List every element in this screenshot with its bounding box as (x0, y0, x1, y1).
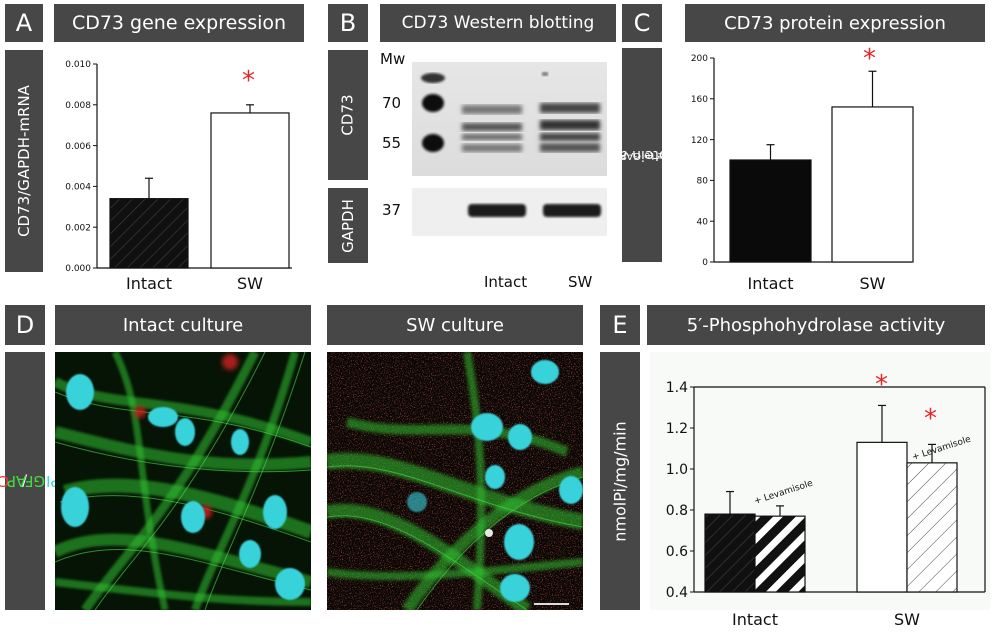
chart-c-x-label: Intact (747, 274, 793, 293)
mw-55: 55 (382, 134, 402, 152)
panel-letter-e: E (600, 305, 640, 345)
significance-star-e2: * (924, 404, 937, 434)
chart-e-y-tick-label: 0.6 (666, 544, 688, 560)
y-axis-label-e: nmolPi/mg/min (600, 352, 640, 610)
chart-e-bar-intact-levamisole (754, 515, 806, 593)
chart-e-y-tick-label: 0.4 (666, 585, 688, 601)
panel-title-d-right: SW culture (327, 305, 583, 345)
panel-title-c: CD73 protein expression (685, 4, 985, 42)
chart-a-y-tick-label: 0.008 (65, 101, 91, 111)
chart-a-y-tick-label: 0.004 (65, 183, 91, 193)
panel-letter-b: B (328, 4, 368, 42)
stain-label-d: CD73/GFAP/DAPI (0, 352, 82, 610)
chart-e-x-label: SW (894, 610, 920, 629)
chart-e-x-label: Intact (732, 610, 778, 629)
row-label-gapdh: GAPDH (328, 188, 368, 263)
micrograph-intact (55, 352, 311, 610)
mw-70: 70 (382, 94, 402, 112)
panel-title-e: 5′-Phosphohydrolase activity (647, 305, 985, 345)
chart-e-y-tick-label: 0.8 (666, 503, 688, 519)
chart-a-bar-intact (109, 198, 189, 269)
panel-title-d-left: Intact culture (55, 305, 311, 345)
panel-title-a: CD73 gene expression (54, 4, 304, 42)
chart-e-y-tick-label: 1.4 (666, 380, 688, 396)
chart-a-y-tick-label: 0.010 (65, 60, 91, 70)
chart-c-y-tick-label: 40 (697, 217, 709, 227)
chart-a-bar-sw (210, 112, 290, 269)
chart-a-y-tick-label: 0.002 (65, 223, 91, 233)
micrograph-sw (327, 352, 583, 610)
chart-c-y-tick-label: 0 (702, 258, 708, 268)
lane-label-intact: Intact (484, 273, 528, 291)
chart-c-y-tick-label: 200 (691, 54, 708, 64)
panel-letter-d: D (5, 305, 45, 345)
chart-e-bar-sw-levamisole (906, 462, 958, 593)
chart-e-y-tick-label: 1.2 (666, 421, 688, 437)
chart-c-x-label: SW (860, 274, 886, 293)
y-axis-label-a: CD73/GAPDH-mRNA (5, 50, 43, 272)
chart-e-bar-sw-control (856, 441, 908, 593)
chart-c-bar-sw (831, 106, 914, 263)
chart-e-bar-intact-control (704, 513, 756, 593)
panel-letter-c: C (622, 4, 662, 42)
panel-title-b: CD73 Western blotting (380, 4, 616, 42)
panel-letter-a: A (5, 4, 43, 42)
mw-37: 37 (382, 201, 402, 219)
mw-header: Mw (380, 50, 406, 68)
chart-a-x-label: Intact (126, 274, 172, 293)
chart-c-y-tick-label: 80 (697, 177, 709, 187)
chart-a-y-tick-label: 0.006 (65, 142, 91, 152)
chart-c-bar-intact (729, 159, 812, 263)
chart-c-y-tick-label: 120 (691, 136, 708, 146)
chart-a-x-label: SW (237, 274, 263, 293)
lane-label-sw: SW (568, 273, 593, 291)
significance-star-a: * (242, 66, 255, 96)
significance-star-c: * (863, 44, 876, 74)
significance-star-e1: * (875, 370, 888, 400)
chart-a-y-tick-label: 0.000 (65, 264, 91, 274)
chart-e-y-tick-label: 1.0 (666, 462, 688, 478)
y-axis-label-c: CD73 protein abundance (relative to GAPDH… (549, 48, 724, 262)
row-label-cd73: CD73 (328, 50, 368, 180)
chart-c-y-tick-label: 160 (691, 95, 708, 105)
